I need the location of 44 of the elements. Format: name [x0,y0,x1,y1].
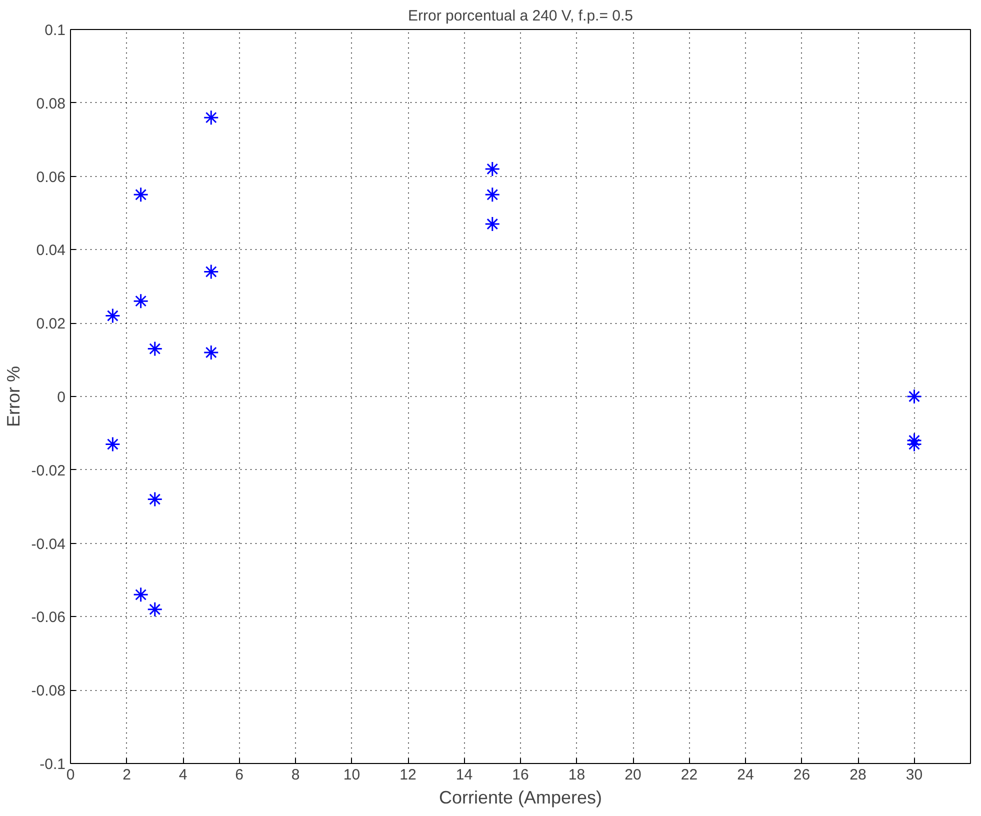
chart-title: Error porcentual a 240 V, f.p.= 0.5 [408,8,634,24]
x-tick-label: 12 [400,766,416,784]
x-axis-title: Corriente (Amperes) [438,788,602,808]
x-tick-label: 28 [850,766,866,784]
point [203,264,219,280]
y-tick-label: -0.1 [40,756,66,773]
y-tick-label: 0.04 [36,242,66,260]
y-tick-label: 0.06 [36,168,66,186]
point [484,186,500,202]
y-tick-label: -0.02 [31,462,66,480]
x-tick-label: 30 [906,766,923,784]
x-tick-label: 4 [178,766,188,784]
y-tick-label: 0.1 [44,22,66,39]
x-tick-label: 6 [235,766,244,784]
y-tick-label: 0 [57,389,66,406]
x-tick-label: 8 [291,766,300,784]
point [203,110,219,126]
y-axis-title: Error % [3,366,24,427]
y-tick-label: 0.08 [36,95,66,112]
point [906,388,922,404]
x-tick-label: 18 [568,766,586,784]
point [484,216,500,232]
x-tick-label: 26 [793,766,810,784]
point [147,341,163,357]
x-tick-label: 24 [737,766,754,784]
x-tick-label: 14 [456,766,473,784]
point [147,492,163,508]
point [133,586,149,602]
point [133,293,149,309]
y-tick-label: 0.02 [36,316,66,333]
point [104,308,120,324]
x-tick-label: 10 [343,766,360,784]
point [104,436,120,452]
x-tick-label: 20 [624,766,642,784]
x-tick-label: 2 [122,766,131,784]
x-tick-label: 16 [512,766,529,784]
y-tick-label: -0.04 [31,536,66,553]
point [147,602,163,618]
x-tick-label: 22 [680,766,698,784]
y-tick-label: -0.06 [31,609,66,626]
y-tick-label: -0.08 [31,682,66,700]
point [484,161,500,177]
point [133,186,149,202]
point [203,344,219,360]
